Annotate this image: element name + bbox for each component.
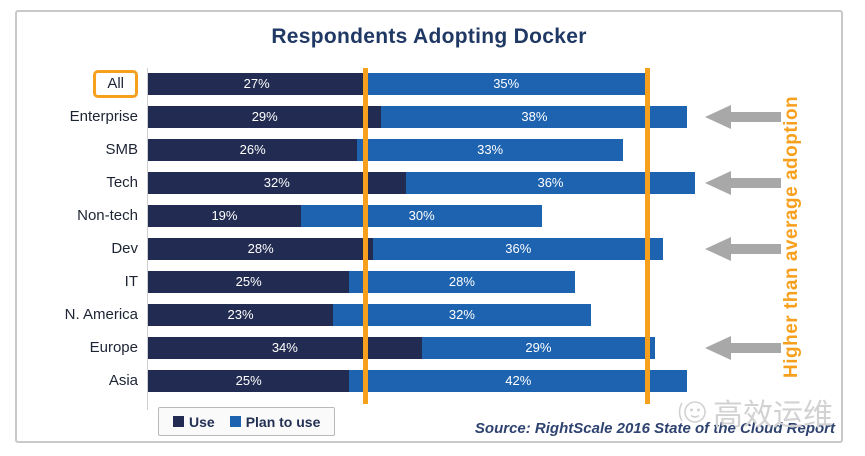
chart-title: Respondents Adopting Docker (271, 25, 587, 48)
use-segment: 29% (148, 105, 382, 128)
category-text: Enterprise (69, 108, 138, 125)
plan-segment: 36% (373, 237, 664, 260)
plan-segment: 35% (365, 72, 648, 95)
use-segment: 19% (148, 204, 301, 227)
arrow-shaft (730, 177, 781, 188)
legend: Use Plan to use (158, 407, 336, 436)
use-segment: 25% (148, 369, 350, 392)
use-segment: 25% (148, 270, 350, 293)
bar-row: IT 25% 28% (17, 265, 841, 298)
left-arrow-icon (705, 335, 781, 360)
category-text: Asia (108, 372, 138, 389)
use-segment: 28% (148, 237, 374, 260)
use-segment: 27% (148, 72, 366, 95)
arrow-shaft (730, 243, 781, 254)
category-label: SMB (17, 141, 148, 158)
stacked-bar: 25% 28% (148, 270, 575, 293)
y-axis-line (147, 68, 148, 410)
stacked-bar: 19% 30% (148, 204, 543, 227)
arrow-shaft (730, 342, 781, 353)
plan-segment: 36% (405, 171, 696, 194)
bar-row: Dev 28% 36% (17, 232, 841, 265)
category-text: IT (124, 273, 138, 290)
plan-segment: 30% (300, 204, 543, 227)
legend-plan-label: Plan to use (245, 413, 321, 430)
bar-rows: All 27% 35% Enterprise 29% 38% SMB 26% 33% Tech 32… (17, 67, 841, 397)
arrow-head (705, 170, 731, 195)
watermark: 高效运维 (676, 390, 833, 434)
category-text: Non-tech (77, 207, 138, 224)
plan-segment: 28% (349, 270, 575, 293)
left-arrow-icon (705, 104, 781, 129)
bar-row: Enterprise 29% 38% (17, 100, 841, 133)
plan-swatch-icon (229, 416, 241, 427)
arrow-head (705, 236, 731, 261)
category-text: SMB (105, 141, 138, 158)
stacked-bar: 23% 32% (148, 303, 591, 326)
bar-row: Non-tech 19% 30% (17, 199, 841, 232)
bar-row: Asia 25% 42% (17, 364, 841, 397)
category-text: Europe (89, 339, 138, 356)
category-text: Tech (106, 174, 138, 191)
stacked-bar: 26% 33% (148, 138, 623, 161)
reference-line (644, 68, 650, 404)
source-credit: Source: RightScale 2016 State of the Clo… (474, 420, 835, 437)
chart-panel: Respondents Adopting Docker All 27% 35% Ent… (15, 10, 843, 443)
category-label: IT (17, 273, 148, 290)
reference-line (362, 68, 368, 404)
category-label: All (17, 69, 148, 98)
bar-row: All 27% 35% (17, 67, 841, 100)
category-text: N. America (64, 306, 138, 323)
use-swatch-icon (173, 416, 184, 427)
stacked-bar: 32% 36% (148, 171, 696, 194)
bar-row: Europe 34% 29% (17, 331, 841, 364)
watermark-face-icon (678, 400, 706, 423)
category-label: Dev (17, 240, 148, 257)
stacked-bar: 27% 35% (148, 72, 648, 95)
stacked-bar: 34% 29% (148, 336, 656, 359)
use-segment: 23% (148, 303, 334, 326)
use-segment: 26% (148, 138, 358, 161)
plot-area: All 27% 35% Enterprise 29% 38% SMB 26% 33% Tech 32… (17, 12, 841, 441)
arrow-shaft (730, 111, 781, 122)
plan-segment: 29% (421, 336, 656, 359)
stacked-bar: 29% 38% (148, 105, 688, 128)
stacked-bar: 28% 36% (148, 237, 664, 260)
category-text: Dev (111, 240, 138, 257)
watermark-text: 高效运维 (713, 399, 833, 432)
legend-item-use: Use (173, 414, 215, 430)
bar-row: SMB 26% 33% (17, 133, 841, 166)
left-arrow-icon (705, 170, 781, 195)
plan-segment: 42% (349, 369, 688, 392)
arrow-head (705, 104, 731, 129)
category-label: N. America (17, 306, 148, 323)
legend-item-plan: Plan to use (229, 413, 321, 430)
bar-row: N. America 23% 32% (17, 298, 841, 331)
category-label: Non-tech (17, 207, 148, 224)
legend-use-label: Use (189, 413, 215, 430)
bar-row: Tech 32% 36% (17, 166, 841, 199)
plan-segment: 38% (381, 105, 688, 128)
left-arrow-icon (705, 236, 781, 261)
category-label: Europe (17, 339, 148, 356)
category-label: Tech (17, 174, 148, 191)
category-label: Asia (17, 372, 148, 389)
use-segment: 32% (148, 171, 406, 194)
arrow-head (705, 335, 731, 360)
highlighted-category-box: All (93, 69, 138, 98)
stacked-bar: 25% 42% (148, 369, 688, 392)
plan-segment: 33% (357, 138, 623, 161)
use-segment: 34% (148, 336, 422, 359)
category-label: Enterprise (17, 108, 148, 125)
plan-segment: 32% (333, 303, 591, 326)
